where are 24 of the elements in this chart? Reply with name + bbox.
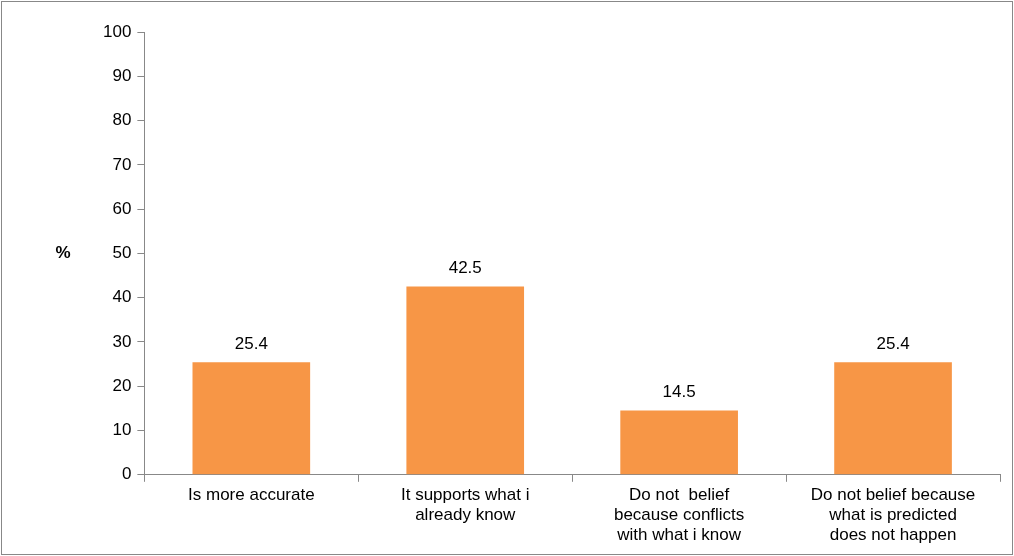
bar [620,410,738,475]
data-label: 42.5 [448,257,482,277]
y-tick-label: 0 [121,464,132,484]
y-tick-label: 30 [112,331,132,351]
bar [834,362,952,475]
y-tick-label: 10 [112,420,132,440]
y-tick-label: 100 [102,21,132,41]
bar [406,286,525,475]
y-axis-title: % [55,243,71,263]
y-tick-label: 50 [112,243,132,263]
y-tick-label: 40 [112,287,132,307]
y-tick-label: 80 [112,110,132,130]
y-tick-label: 20 [112,375,132,395]
y-tick-label: 60 [112,198,132,218]
y-tick-label: 70 [112,154,132,174]
x-tick-label: It supports what i already know [400,484,530,525]
data-label: 14.5 [662,381,696,401]
x-tick-label: Do not belief because what is predicted does not happen [810,484,976,545]
data-label: 25.4 [234,333,268,353]
x-tick-label: Is more accurate [188,484,315,504]
x-tick-label: Do not belief because conflicts with what i know [613,484,745,545]
data-label: 25.4 [876,333,910,353]
y-tick-label: 90 [112,65,132,85]
bar [192,362,311,475]
